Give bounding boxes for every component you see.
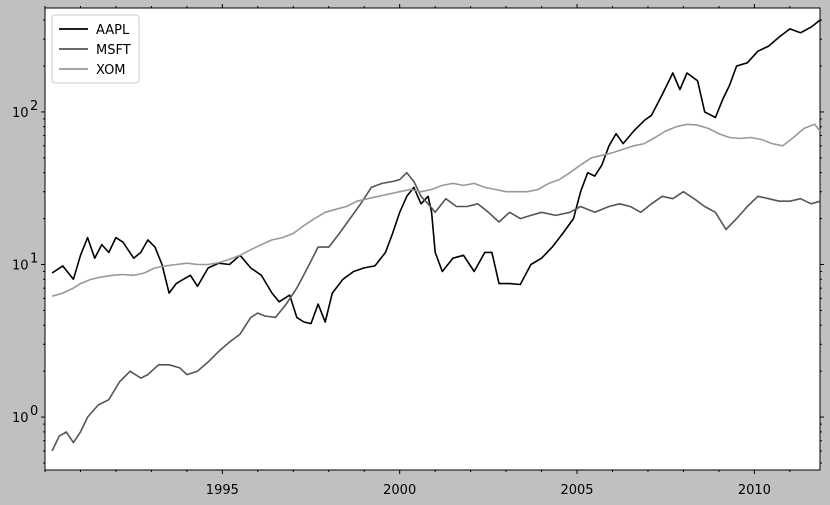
y-tick-label-base: 10 bbox=[12, 106, 29, 121]
x-tick-label: 2000 bbox=[383, 483, 416, 498]
y-tick-label: 10 1 bbox=[12, 252, 38, 274]
y-tick-label: 10 2 bbox=[12, 99, 38, 121]
y-tick-label-exponent: 0 bbox=[30, 404, 38, 419]
legend-frame bbox=[51, 14, 140, 84]
x-tick-label: 2010 bbox=[738, 483, 771, 498]
legend: AAPL MSFT XOM bbox=[51, 14, 140, 84]
y-tick-label-exponent: 1 bbox=[30, 252, 38, 267]
series-layer bbox=[51, 19, 821, 452]
series-line-msft bbox=[51, 171, 821, 452]
plot-area bbox=[44, 7, 821, 471]
y-tick-label-base: 10 bbox=[12, 259, 29, 274]
legend-label-aapl: AAPL bbox=[96, 23, 130, 38]
legend-label-xom: XOM bbox=[96, 63, 126, 78]
y-tick-label-base: 10 bbox=[12, 411, 29, 426]
x-tick-label: 1995 bbox=[206, 483, 239, 498]
legend-label-msft: MSFT bbox=[96, 43, 131, 58]
series-line-xom bbox=[51, 123, 821, 297]
y-tick-label: 10 0 bbox=[12, 404, 38, 426]
x-tick-label: 2005 bbox=[560, 483, 593, 498]
y-tick-label-exponent: 2 bbox=[30, 99, 38, 114]
